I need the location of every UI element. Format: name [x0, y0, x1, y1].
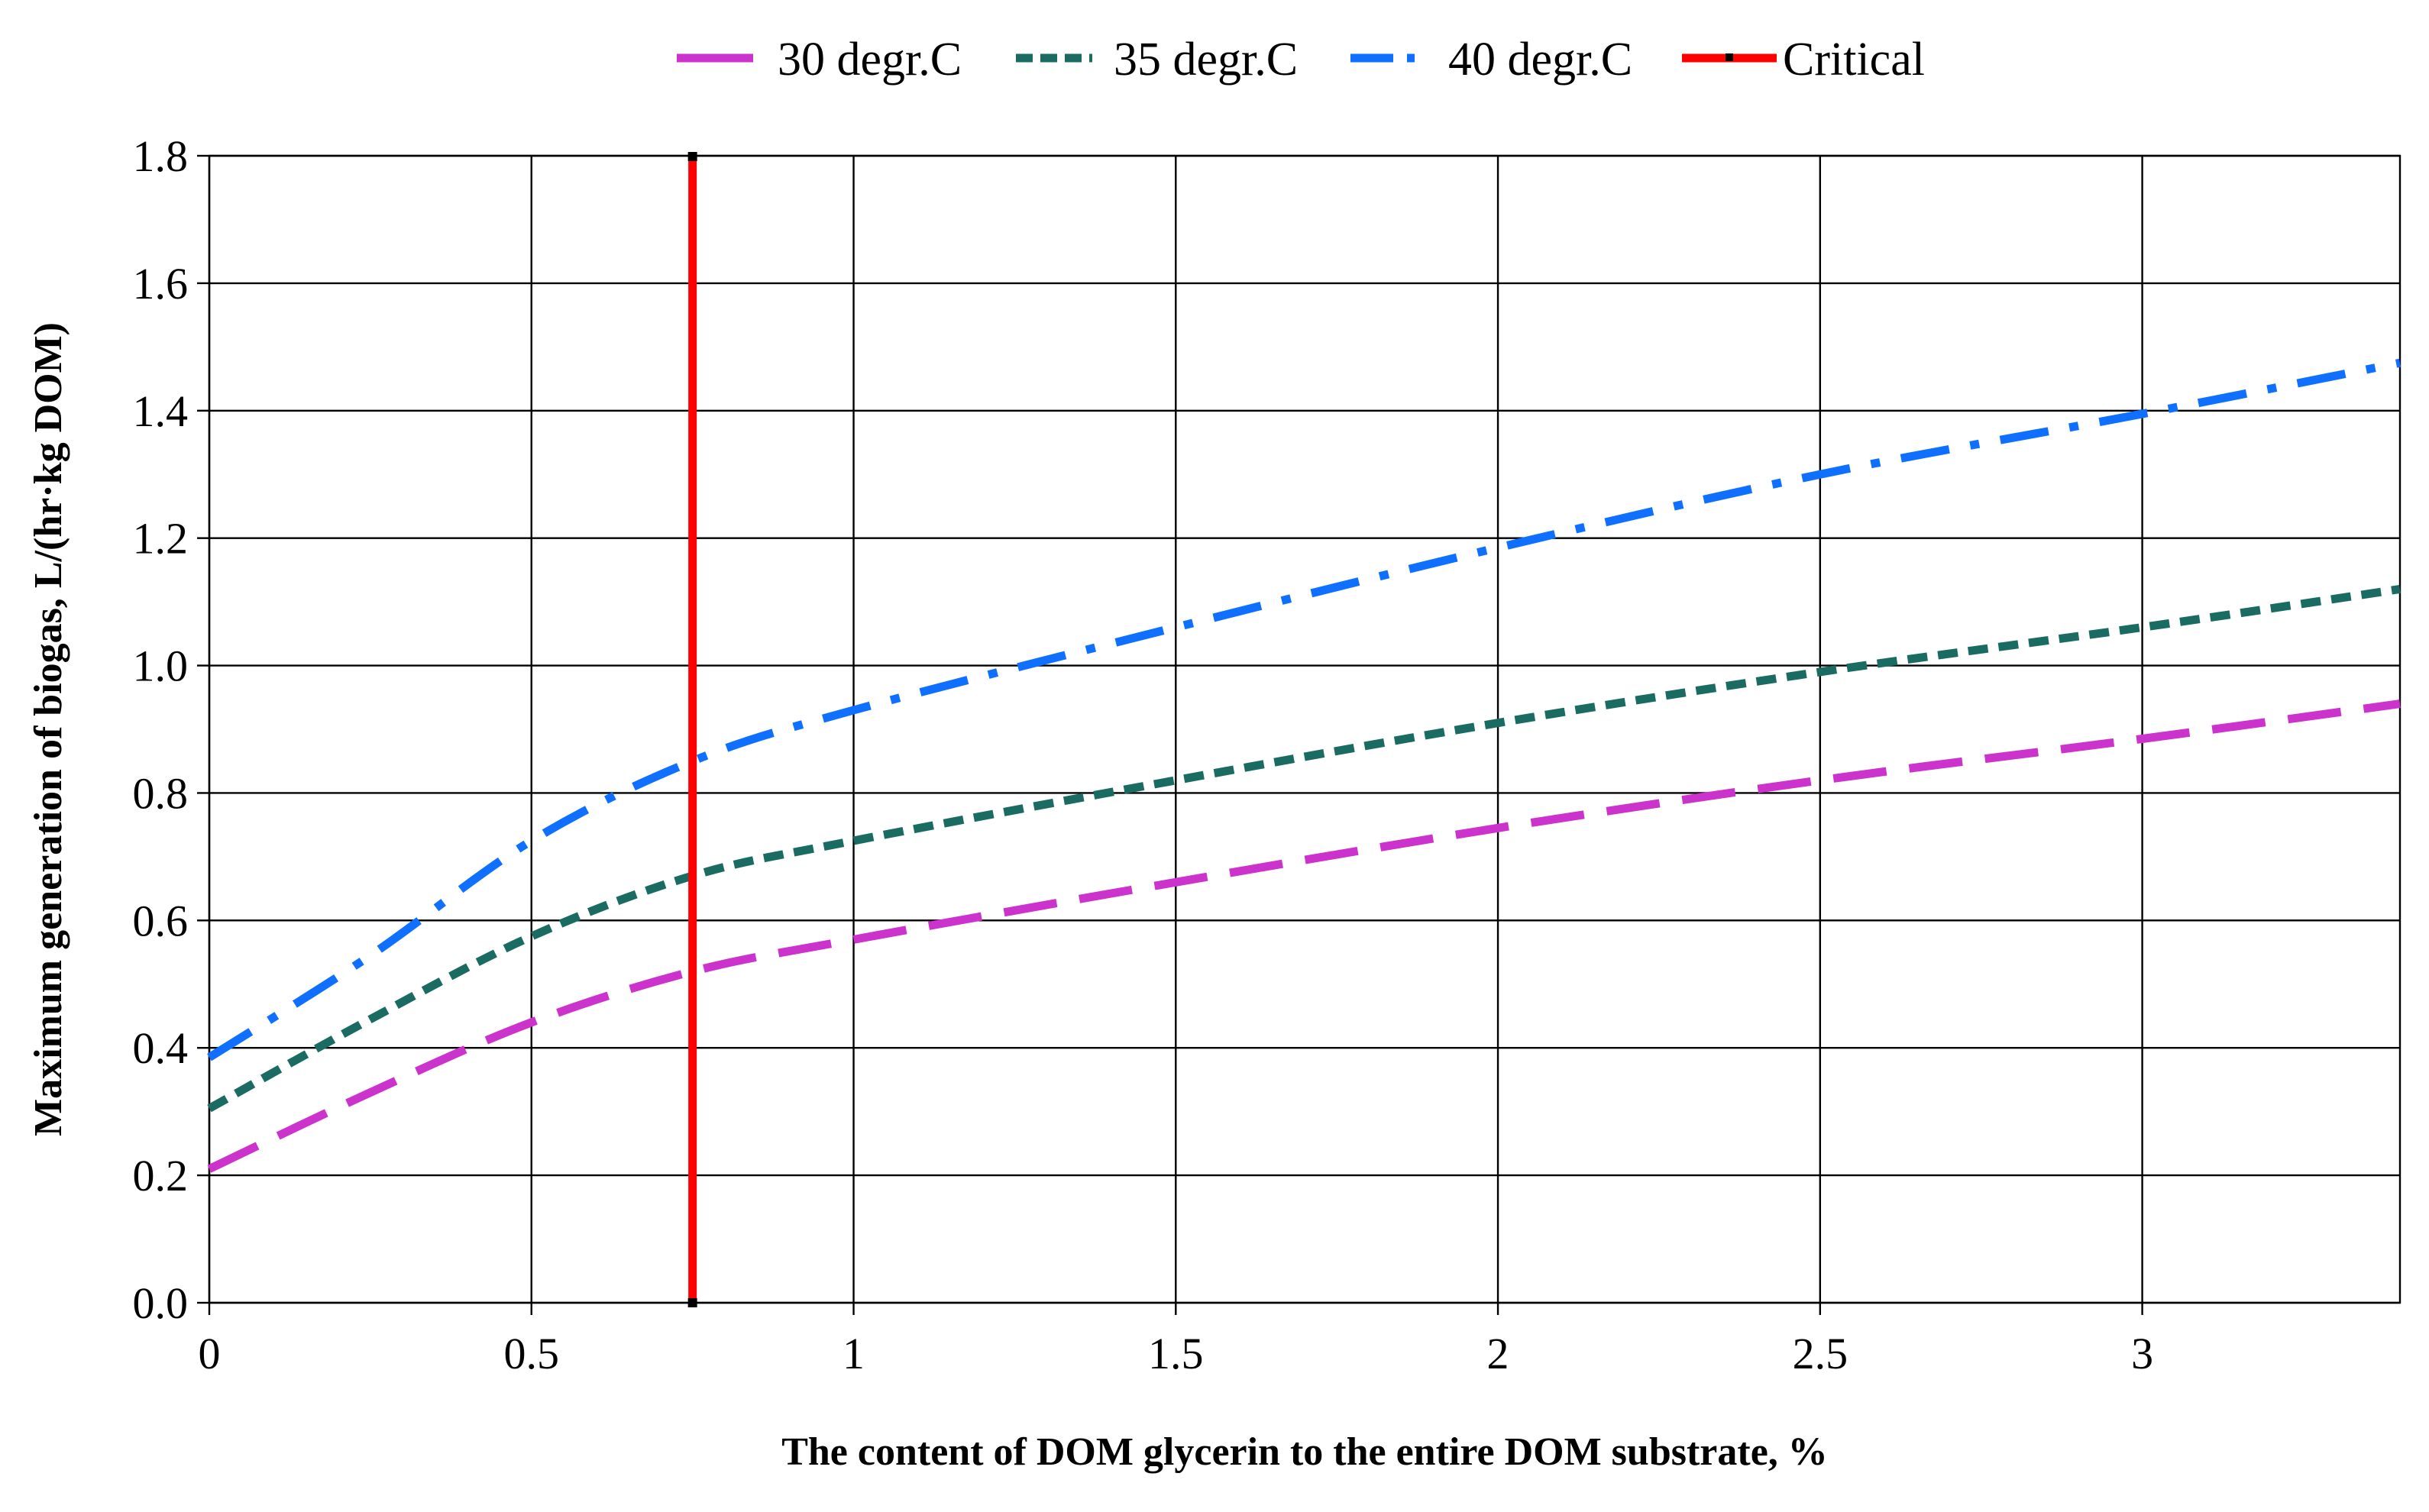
legend-label: 40 degr.C [1448, 34, 1632, 86]
x-tick-label: 0 [199, 1329, 221, 1378]
y-tick-label: 1.6 [133, 259, 189, 309]
y-tick-label: 0.2 [133, 1151, 189, 1200]
x-tick-label: 0.5 [504, 1329, 560, 1378]
y-tick-label: 0.6 [133, 896, 189, 945]
series-line-40-degr-c [207, 358, 2402, 1061]
y-tick-labels: 0.0 0.2 0.4 0.6 0.8 1.0 1.2 1.4 1.6 1.8 [133, 131, 189, 1328]
series-line-30-degr-c [207, 699, 2401, 1173]
plot-area [208, 154, 2402, 1304]
y-tick-label: 1.8 [133, 131, 189, 181]
y-tick-label: 0.4 [133, 1023, 189, 1073]
y-axis-title: Maximum generation of biogas, L/(hr·kg D… [27, 322, 70, 1136]
legend-label: 30 degr.C [778, 34, 962, 86]
y-tick-label: 1.0 [133, 641, 189, 691]
x-tick-label: 3 [2131, 1329, 2153, 1378]
y-tick-label: 1.2 [133, 514, 189, 564]
x-tick-label: 1 [843, 1329, 865, 1378]
critical-layer [687, 152, 697, 1307]
legend-label: Critical [1783, 34, 1925, 86]
legend: 30 degr.C 35 degr.C 40 degr.C Critical [677, 34, 1925, 86]
x-tick-label: 2 [1487, 1329, 1509, 1378]
x-tick-labels: 0 0.5 1 1.5 2 2.5 3 [199, 1329, 2154, 1378]
series-layer [207, 358, 2402, 1173]
y-tick-label: 1.4 [133, 386, 189, 436]
critical-marker-top [687, 152, 697, 161]
legend-critical-marker [1726, 53, 1733, 61]
y-tick-label: 0.0 [133, 1278, 189, 1328]
legend-label: 35 degr.C [1114, 34, 1298, 86]
x-tick-label: 2.5 [1793, 1329, 1848, 1378]
series-line-35-degr-c [207, 584, 2401, 1113]
x-axis-title: The content of DOM glycerin to the entir… [781, 1430, 1828, 1474]
y-tick-label: 0.8 [133, 768, 189, 818]
x-tick-label: 1.5 [1148, 1329, 1204, 1378]
critical-marker-bottom [687, 1298, 697, 1307]
grid [197, 154, 2400, 1315]
